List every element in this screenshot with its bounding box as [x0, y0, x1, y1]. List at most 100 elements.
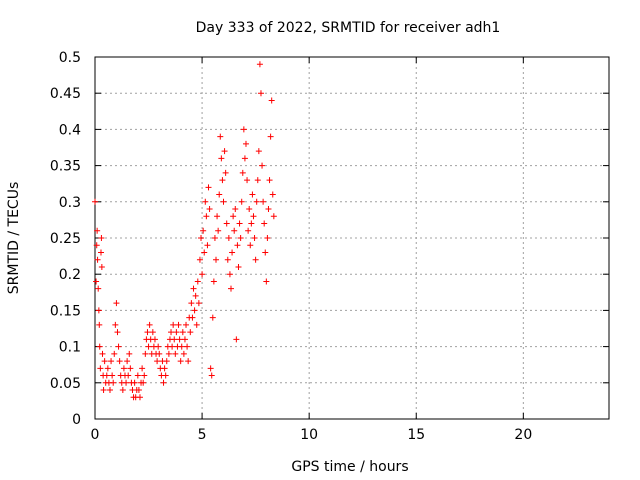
data-point [155, 343, 162, 350]
y-tick-label: 0.4 [59, 122, 81, 138]
data-point [106, 387, 113, 394]
data-point [251, 235, 258, 241]
data-point [173, 329, 180, 336]
data-point [94, 227, 101, 234]
y-tick-label: 0.1 [59, 340, 81, 356]
data-point [203, 213, 210, 220]
data-point [135, 387, 142, 394]
x-tick-label: 0 [91, 427, 100, 443]
data-point [95, 285, 102, 292]
data-point [214, 213, 221, 220]
data-point [97, 249, 104, 256]
data-point [171, 336, 178, 343]
data-point [254, 177, 261, 184]
data-point [185, 358, 192, 365]
data-point [110, 379, 117, 386]
data-point [263, 278, 270, 285]
data-point [250, 213, 257, 220]
data-point [140, 379, 147, 386]
data-point [181, 336, 188, 343]
data-point [144, 329, 151, 336]
data-point [208, 372, 215, 379]
data-point [97, 365, 104, 372]
data-point [234, 242, 241, 249]
data-point [101, 358, 108, 365]
y-tick-label: 0.05 [50, 376, 81, 392]
data-point [270, 213, 277, 220]
data-point [165, 350, 172, 357]
y-tick-label: 0.45 [50, 86, 81, 102]
data-point [253, 198, 260, 205]
data-point [124, 358, 131, 365]
data-point [146, 321, 153, 328]
data-point [100, 387, 107, 394]
data-point [177, 358, 184, 365]
data-point [207, 365, 214, 372]
data-point [108, 358, 115, 365]
data-point [123, 379, 130, 386]
data-point [196, 256, 203, 263]
data-point [226, 271, 233, 278]
data-point [156, 350, 163, 357]
data-point [230, 213, 237, 220]
data-point [175, 321, 182, 328]
data-point [259, 162, 266, 169]
data-point [236, 220, 243, 227]
data-point [92, 198, 98, 205]
data-point [112, 321, 119, 328]
data-point [238, 198, 245, 205]
data-point [170, 321, 177, 328]
data-point [172, 350, 179, 357]
data-point [210, 278, 217, 285]
data-point [151, 336, 158, 343]
data-point [219, 177, 226, 184]
y-tick-labels: 0 0.05 0.1 0.15 0.2 0.25 0.3 0.35 0.4 0.45 0.5 [50, 50, 81, 428]
data-point [216, 191, 223, 198]
data-point [109, 372, 116, 379]
data-point [205, 184, 212, 191]
data-point [227, 285, 234, 292]
data-point [119, 387, 126, 394]
data-point [116, 358, 123, 365]
data-point [190, 285, 197, 292]
y-tick-label: 0.15 [50, 303, 81, 319]
y-tick-label: 0.3 [59, 195, 81, 211]
x-axis-label: GPS time / hours [291, 459, 408, 475]
data-point [191, 307, 198, 314]
data-point [160, 379, 167, 386]
data-point [95, 307, 102, 314]
data-point [213, 256, 220, 263]
data-point [163, 358, 170, 365]
data-point [261, 220, 268, 227]
data-point [113, 300, 120, 307]
data-point [96, 321, 103, 328]
data-point [120, 365, 127, 372]
data-point [269, 191, 276, 198]
data-point [218, 155, 225, 162]
data-point [266, 177, 273, 184]
data-point [145, 343, 152, 350]
data-point [178, 343, 185, 350]
data-point [93, 242, 100, 249]
data-point [188, 300, 195, 307]
data-point [257, 90, 264, 97]
data-point [222, 169, 229, 176]
data-point [248, 220, 255, 227]
data-point [235, 263, 242, 270]
data-point [200, 227, 207, 234]
data-point [187, 329, 194, 336]
data-point [195, 300, 202, 307]
data-point [125, 372, 132, 379]
data-point [249, 191, 256, 198]
data-point [154, 358, 161, 365]
data-point [232, 206, 239, 213]
data-point [192, 292, 199, 299]
data-point [241, 155, 248, 162]
data-point [265, 206, 272, 213]
data-point [131, 379, 138, 386]
data-point [96, 343, 103, 350]
data-point [264, 235, 271, 241]
data-point [183, 321, 190, 328]
y-tick-label: 0 [72, 412, 81, 428]
